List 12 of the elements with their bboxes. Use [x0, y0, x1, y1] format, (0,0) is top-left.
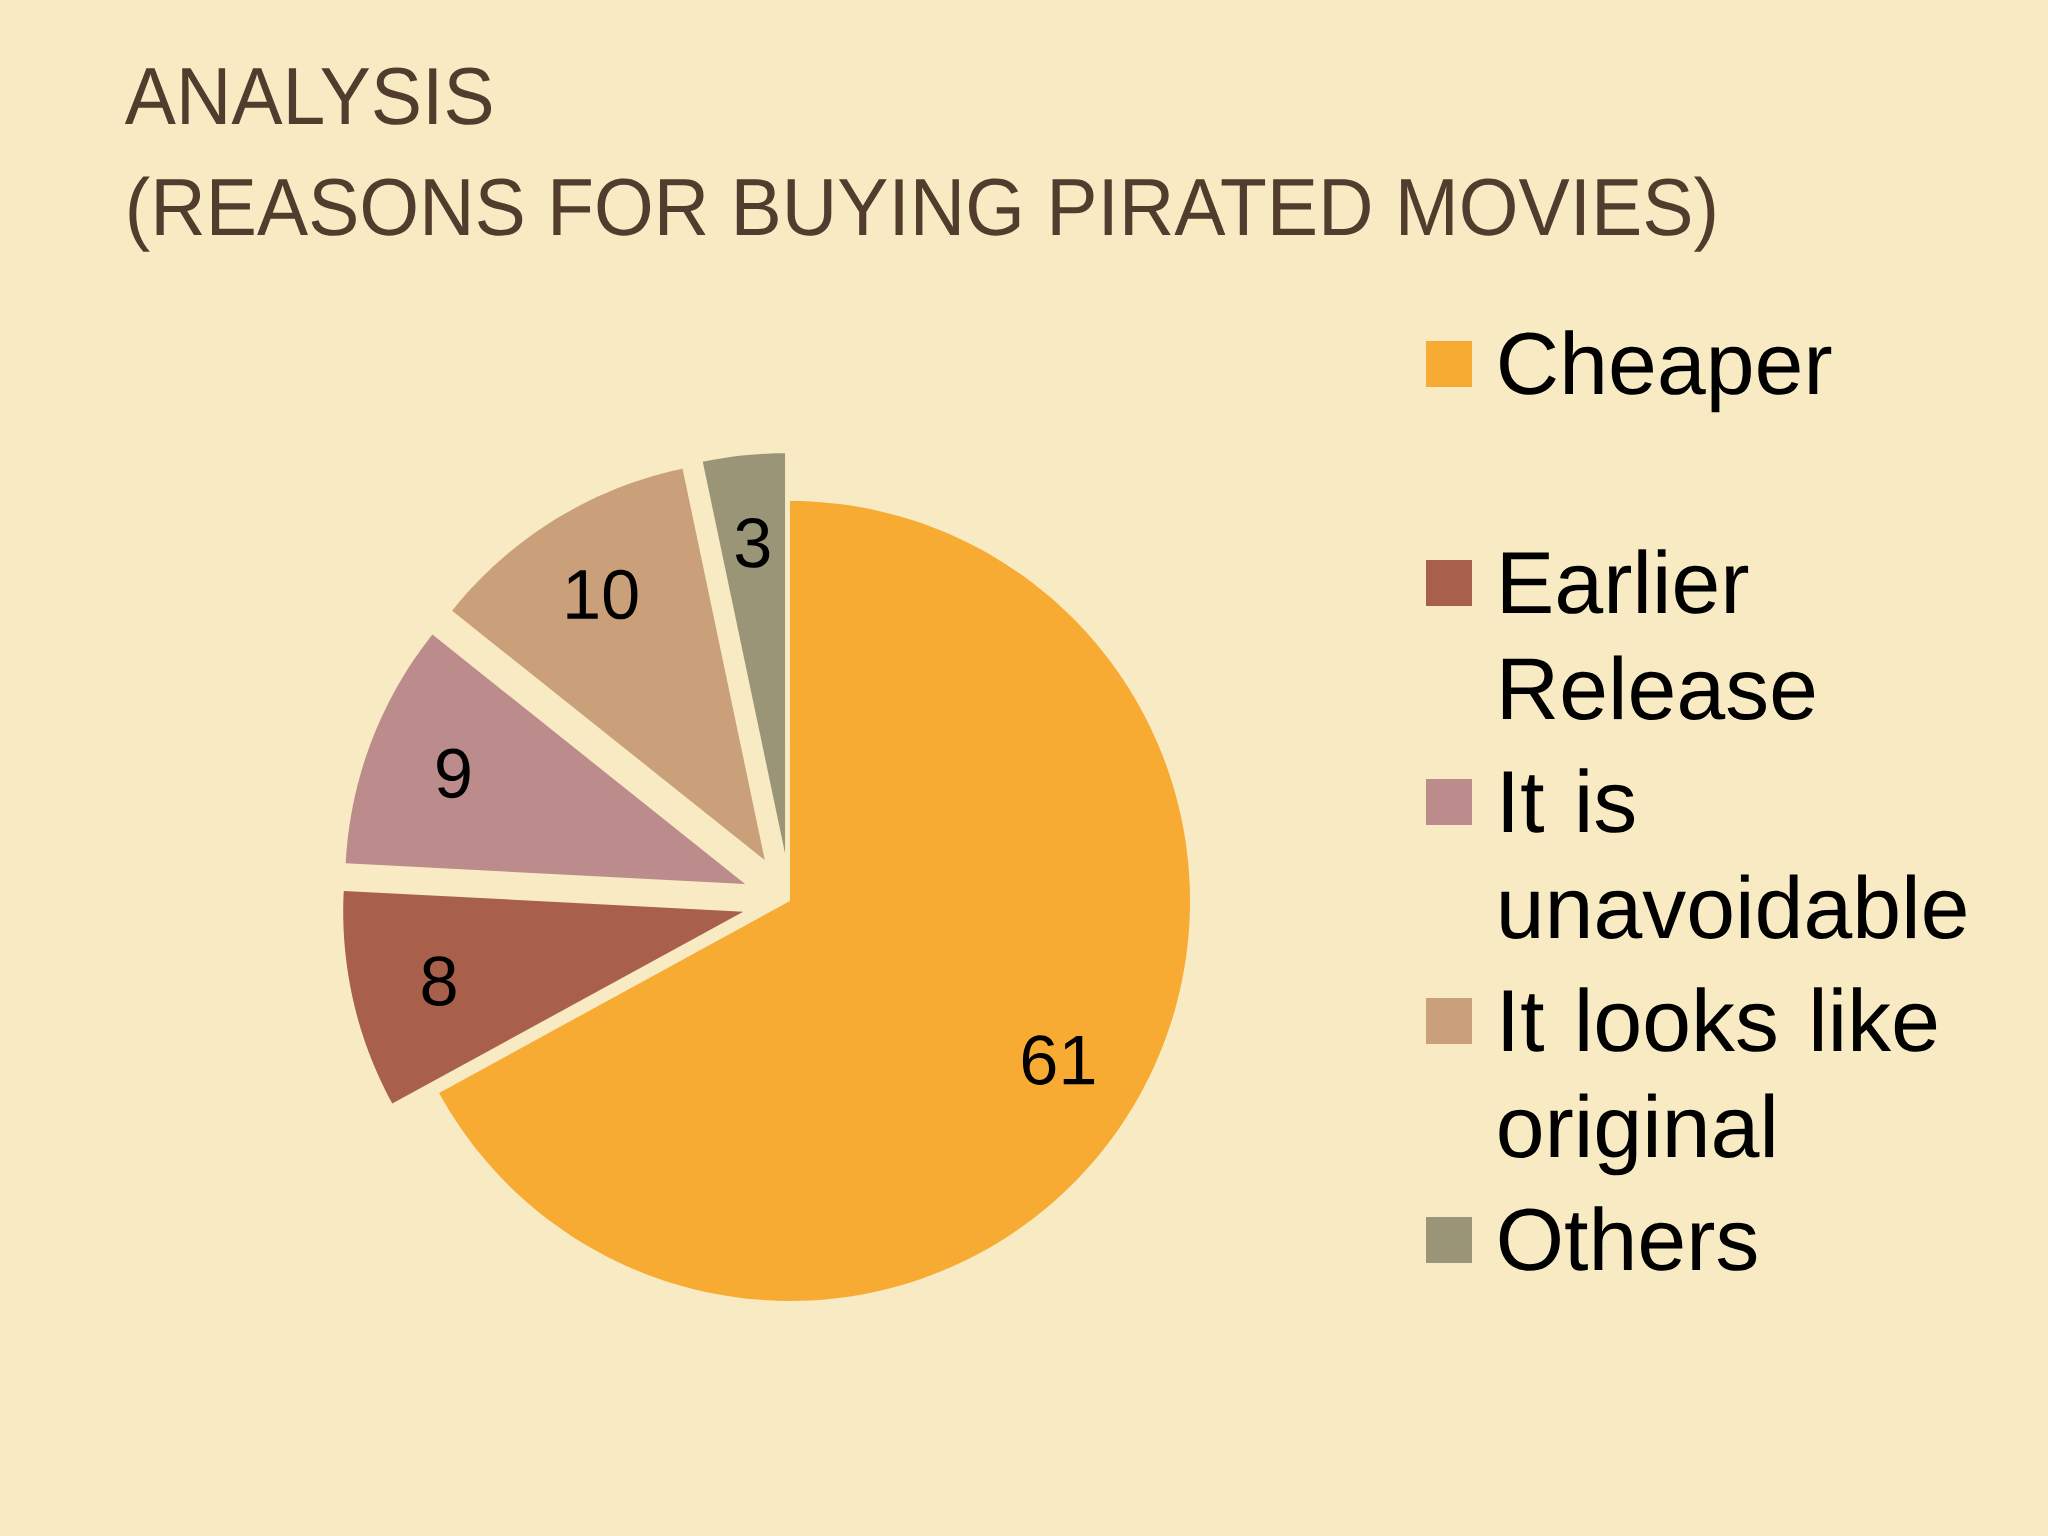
- data-label: 61: [1022, 1035, 1095, 1085]
- data-label: 8: [422, 956, 456, 1006]
- legend-label: It is unavoidable: [1501, 768, 1966, 940]
- legend-label: Others: [1499, 1206, 1757, 1271]
- data-label: 9: [437, 748, 470, 799]
- legend-label: Earlier Release: [1502, 549, 1815, 721]
- legend-label: It looks like original: [1499, 987, 1937, 1176]
- data-label: 3: [735, 518, 770, 568]
- legend-label: Cheaper: [1500, 330, 1832, 413]
- data-label: 10: [567, 569, 638, 620]
- chart-title: ANALYSIS: [124, 67, 492, 125]
- chart-subtitle: (REASONS FOR BUYING PIRATED MOVIES): [129, 176, 1715, 252]
